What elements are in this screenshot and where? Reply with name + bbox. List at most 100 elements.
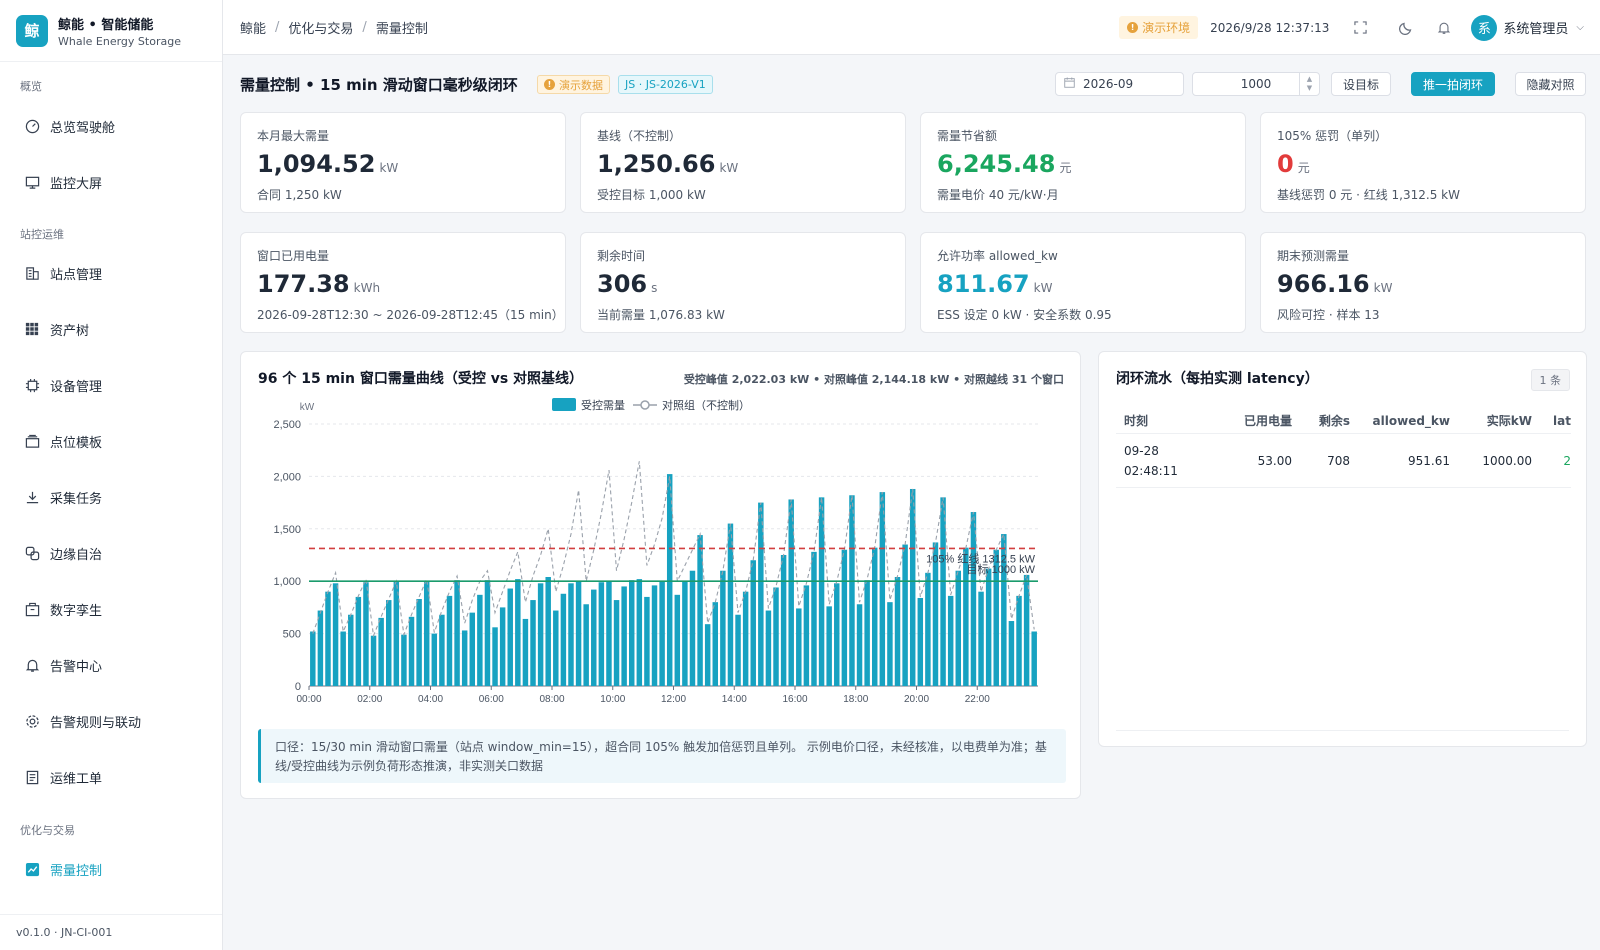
x-tick-label: 08:00	[539, 694, 564, 705]
stat-unit: 元	[1297, 161, 1310, 175]
number-stepper[interactable]: ▲ ▼	[1299, 73, 1319, 95]
column-header[interactable]: lat	[1553, 413, 1571, 428]
x-tick-label: 02:00	[357, 694, 382, 705]
bar-controlled-demand	[955, 570, 961, 686]
month-picker[interactable]: 2026-09	[1055, 72, 1184, 96]
demand-chart: kW 0 500 1,000 1,500 2,000 2,500 00:00 02:00 04:0…	[273, 398, 1038, 705]
sidebar-item-devices[interactable]: 设备管理	[0, 365, 222, 405]
bar-controlled-demand	[727, 523, 734, 686]
stat-unit: kW	[719, 161, 739, 175]
column-header[interactable]: 时刻	[1124, 414, 1149, 428]
chevron-down-icon[interactable]: ⌵	[1576, 22, 1584, 33]
bar-controlled-demand	[811, 551, 817, 686]
chart-title: 96 个 15 min 窗口需量曲线（受控 vs 对照基线）	[258, 371, 584, 387]
sidebar-item-digital-twin[interactable]: 数字孪生	[0, 589, 222, 629]
sidebar-item-alarm-rules[interactable]: 告警规则与联动	[0, 701, 222, 741]
stat-sub: 风险可控 · 样本 13	[1277, 308, 1380, 322]
avatar[interactable]: 系	[1471, 14, 1498, 41]
column-header[interactable]: 剩余s	[1318, 414, 1350, 428]
bar-controlled-demand	[446, 595, 453, 686]
sidebar-item-alarm-center[interactable]: 告警中心	[0, 645, 222, 685]
demo-data-tag: ! 演示数据	[537, 75, 610, 94]
breadcrumb-item[interactable]: 鲸能	[240, 21, 267, 37]
bar-controlled-demand	[712, 602, 718, 686]
bar-controlled-demand	[856, 604, 863, 686]
warning-icon: !	[1127, 22, 1139, 33]
bar-controlled-demand	[826, 606, 832, 686]
sidebar-item-label: 需量控制	[50, 863, 103, 879]
target-input[interactable]: 1000 ▲ ▼	[1192, 72, 1320, 96]
bar-controlled-demand	[902, 544, 908, 686]
bar-controlled-demand	[553, 610, 559, 686]
bar-controlled-demand	[386, 600, 392, 686]
bar-controlled-demand	[355, 596, 362, 686]
bar-controlled-demand	[651, 585, 658, 686]
stat-label: 本月最大需量	[257, 129, 330, 143]
stat-value: 966.16	[1277, 270, 1370, 298]
stat-label: 剩余时间	[597, 249, 646, 263]
bar-controlled-demand	[310, 631, 316, 686]
breadcrumb-separator: /	[275, 19, 280, 35]
moon-icon[interactable]	[1397, 19, 1415, 37]
cell-time-clock: 02:48:11	[1124, 463, 1178, 478]
stat-value: 0	[1277, 150, 1294, 178]
hide-compare-button[interactable]: 隐藏对照	[1515, 72, 1586, 96]
bar-controlled-demand	[363, 582, 369, 686]
push-loop-button[interactable]: 推一拍闭环	[1411, 72, 1495, 96]
document-icon	[24, 769, 40, 785]
user-name[interactable]: 系统管理员	[1503, 22, 1569, 37]
sidebar-item-sites[interactable]: 站点管理	[0, 253, 222, 293]
sidebar-item-label: 资产树	[50, 323, 90, 339]
bar-controlled-demand	[985, 568, 992, 686]
chevron-up-icon[interactable]: ▲	[1306, 75, 1313, 83]
breadcrumb-item[interactable]: 优化与交易	[288, 21, 354, 37]
y-tick-label: 500	[283, 629, 301, 641]
breadcrumb-item-current: 需量控制	[375, 21, 428, 37]
brand-logo: 鲸	[16, 14, 48, 47]
loop-flow-title: 闭环流水（每拍实测 latency）	[1116, 371, 1319, 387]
bar-controlled-demand	[575, 581, 582, 686]
set-target-button[interactable]: 设目标	[1331, 72, 1391, 96]
stat-card-max-demand: 本月最大需量 1,094.52 kW 合同 1,250 kW	[240, 112, 566, 213]
cell-allowed: 951.61	[1408, 453, 1450, 468]
bar-controlled-demand	[666, 474, 673, 686]
sidebar-item-work-orders[interactable]: 运维工单	[0, 757, 222, 797]
bar-controlled-demand	[613, 600, 620, 686]
column-header[interactable]: allowed_kw	[1372, 413, 1450, 428]
bar-controlled-demand	[393, 581, 400, 686]
red-line-label: 105% 红线 1312.5 kW	[926, 551, 1035, 565]
table-row[interactable]: 09-28 02:48:11 53.00 708 951.61 1000.00 …	[1116, 434, 1571, 488]
stat-unit: kWh	[353, 281, 381, 295]
bar-controlled-demand	[872, 547, 878, 686]
nav-group-overview: 概览	[20, 80, 42, 93]
sidebar-item-dashboard[interactable]: 总览驾驶舱	[0, 106, 222, 146]
chart-summary: 受控峰值 2,022.03 kW • 对照峰值 2,144.18 kW • 对照…	[683, 373, 1064, 386]
bar-controlled-demand	[469, 612, 475, 686]
bell-icon[interactable]	[1435, 19, 1453, 37]
sidebar-item-edge-autonomy[interactable]: 边缘自治	[0, 533, 222, 573]
fullscreen-icon[interactable]	[1351, 19, 1369, 37]
bar-controlled-demand	[689, 570, 696, 686]
column-header[interactable]: 实际kW	[1486, 414, 1532, 428]
stat-sub: 需量电价 40 元/kW·月	[937, 188, 1059, 202]
sidebar-item-asset-tree[interactable]: 资产树	[0, 309, 222, 349]
bar-controlled-demand	[598, 582, 605, 686]
bar-controlled-demand	[568, 583, 574, 686]
bar-controlled-demand	[720, 570, 726, 686]
column-header[interactable]: 已用电量	[1243, 414, 1292, 428]
sidebar-item-collect-tasks[interactable]: 采集任务	[0, 477, 222, 517]
bar-controlled-demand	[993, 549, 999, 686]
sidebar-item-monitor[interactable]: 监控大屏	[0, 162, 222, 202]
bar-controlled-demand	[780, 555, 787, 686]
bell-icon	[24, 657, 40, 673]
sidebar-item-label: 数字孪生	[50, 603, 103, 619]
bar-controlled-demand	[325, 591, 331, 686]
chevron-down-icon[interactable]: ▼	[1306, 84, 1313, 92]
x-tick-label: 12:00	[661, 694, 686, 705]
sidebar-item-label: 运维工单	[50, 771, 103, 787]
sidebar-item-demand-control[interactable]: 需量控制	[0, 849, 222, 889]
sidebar-item-templates[interactable]: 点位模板	[0, 421, 222, 461]
bar-controlled-demand	[591, 589, 597, 686]
box-icon	[24, 601, 40, 617]
bar-controlled-demand	[401, 634, 407, 686]
